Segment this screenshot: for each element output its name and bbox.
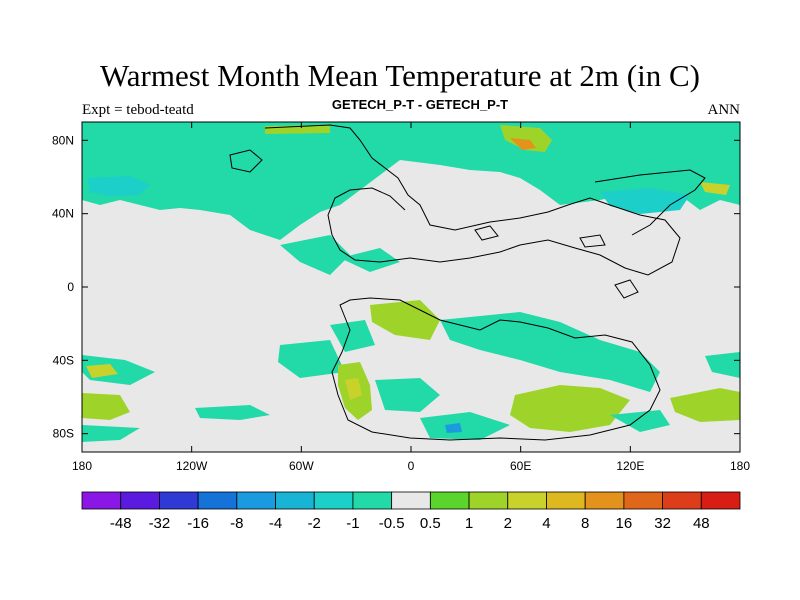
tropical-cool-patch [340, 248, 400, 272]
colorbar-swatch [391, 491, 431, 510]
antarctic-blue-patch [445, 423, 462, 433]
colorbar-swatch [275, 491, 315, 510]
colorbar: -48 -32 -16 -8 -4 -2 -1 -0.5 0.5 1 2 4 8 16 32 48 [81, 491, 741, 532]
island-coastline [229, 149, 263, 173]
y-tick-label: 40N [52, 207, 74, 221]
colorbar-swatch [352, 491, 393, 510]
antarctic-warm-patch [510, 385, 630, 432]
colorbar-swatch [197, 491, 238, 510]
colorbar-swatch [546, 491, 586, 510]
y-tick-label: 40S [53, 353, 74, 367]
south-cool-patch [82, 355, 155, 385]
colorbar-swatch [120, 491, 160, 510]
colorbar-swatch [700, 491, 741, 510]
laurasia-coastline [264, 124, 681, 276]
antarctic-cool-patch [610, 410, 670, 432]
south-cool-patch [278, 340, 345, 378]
island-coastline [474, 225, 499, 241]
colorbar-swatch [429, 491, 470, 510]
colorbar-label: 2 [504, 515, 512, 532]
colorbar-label: 1 [465, 515, 473, 532]
colorbar-label: -0.5 [379, 515, 405, 532]
x-tick-label: 0 [408, 459, 415, 473]
north-atlantic-hot-patch [510, 138, 536, 150]
gondwana-yellow-patch [345, 378, 362, 400]
x-tick-label: 60E [510, 459, 531, 473]
colorbar-swatch [159, 491, 199, 510]
x-tick-label: 180 [730, 459, 750, 473]
colorbar-label: -8 [230, 515, 243, 532]
southwest-cool-patch [195, 405, 270, 420]
south-warm-patch [370, 300, 440, 340]
antarctic-cool-patch [420, 412, 510, 440]
south-cool-patch [330, 320, 375, 352]
x-tick-label: 60W [289, 459, 314, 473]
colorbar-label: -48 [110, 515, 132, 532]
coastlines [229, 124, 706, 441]
y-axis: 80N 40N 0 40S 80S [52, 133, 740, 441]
south-cool-patch [705, 352, 740, 378]
colorbar-swatch [236, 491, 276, 510]
colorbar-label: -4 [269, 515, 282, 532]
island-coastline [579, 234, 606, 248]
colorbar-swatch [584, 491, 625, 510]
colorbar-label: 32 [654, 515, 671, 532]
colorbar-label: 0.5 [420, 515, 441, 532]
map-title: Warmest Month Mean Temperature at 2m (in… [100, 58, 700, 93]
south-cool-patch [440, 312, 660, 392]
arctic-cool-band [82, 122, 740, 240]
x-tick-label: 180 [72, 459, 92, 473]
x-tick-label: 120W [176, 459, 208, 473]
arctic-blue-patch [88, 176, 150, 196]
colorbar-swatch [81, 491, 122, 510]
anomaly-fields [82, 122, 740, 442]
colorbar-label: 8 [581, 515, 589, 532]
y-tick-label: 80N [52, 133, 74, 147]
y-tick-label: 80S [53, 427, 74, 441]
colorbar-label: -32 [149, 515, 171, 532]
colorbar-swatch [313, 491, 354, 510]
season-label: ANN [707, 102, 741, 118]
colorbar-swatch [623, 491, 663, 510]
x-tick-label: 120E [616, 459, 644, 473]
colorbar-label: -1 [346, 515, 359, 532]
colorbar-label: 4 [542, 515, 550, 532]
southwest-warm-patch [82, 393, 130, 420]
gondwana-cool-patch [375, 378, 440, 412]
colorbar-swatch [507, 491, 547, 510]
colorbar-label: -16 [187, 515, 209, 532]
tropical-cool-patch [280, 235, 350, 275]
experiment-label: Expt = tebod-teatd [82, 102, 194, 118]
colorbar-swatch [662, 491, 702, 510]
southern-ocean-cool-patch [82, 425, 140, 442]
gondwana-coastline [331, 297, 661, 441]
colorbar-label: 16 [616, 515, 633, 532]
east-warm-patch [700, 182, 730, 195]
east-asia-coastline [594, 169, 706, 236]
x-axis: 180 120W 60W 0 60E 120E 180 [72, 122, 750, 473]
antarctic-warm-patch [670, 388, 740, 422]
colorbar-swatch [468, 491, 509, 510]
model-label: GETECH_P-T - GETECH_P-T [331, 97, 509, 112]
y-tick-label: 0 [67, 280, 74, 294]
island-coastline [614, 279, 639, 299]
colorbar-label: 48 [693, 515, 710, 532]
south-warm-patch [86, 364, 118, 378]
north-atlantic-warm-patch [500, 125, 552, 152]
colorbar-label: -2 [308, 515, 321, 532]
